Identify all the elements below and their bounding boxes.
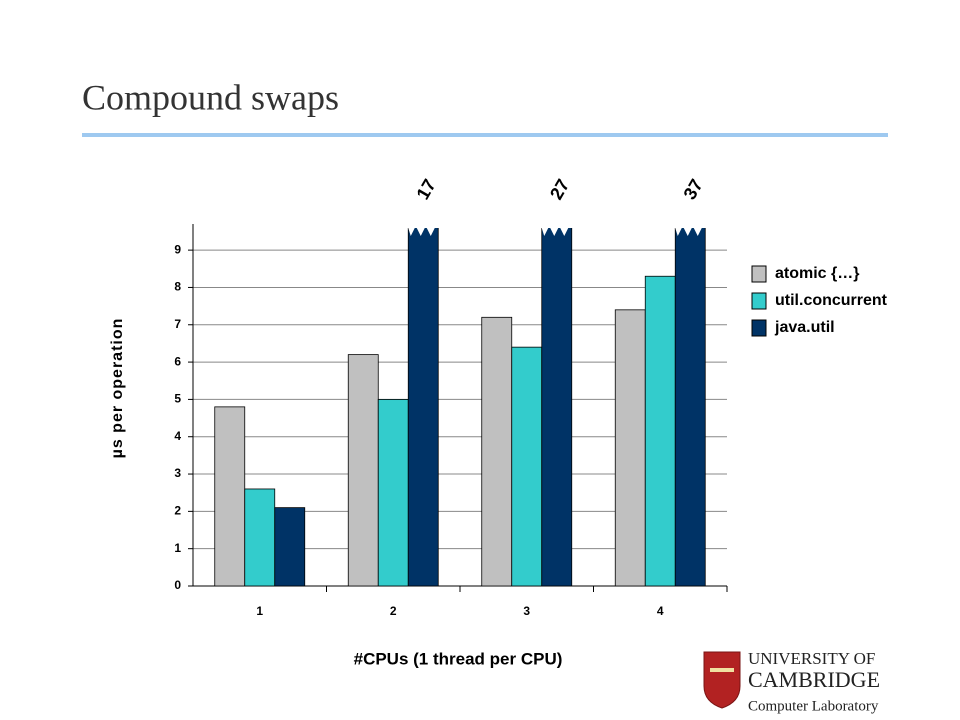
logo-text: Computer Laboratory: [748, 698, 879, 714]
logo-text: CAMBRIDGE: [748, 667, 880, 692]
slide-title: Compound swaps: [82, 77, 339, 117]
legend-label: java.util: [774, 319, 835, 336]
value-label: 17: [412, 176, 439, 203]
bar: [377, 399, 409, 587]
y-tick-label: 2: [174, 504, 181, 518]
break-mark: [541, 222, 572, 236]
x-tick-label: 3: [523, 604, 530, 618]
logo-band: [710, 668, 734, 672]
y-axis-label: µs per operation: [109, 318, 126, 459]
bar: [407, 228, 439, 587]
legend-label: atomic {…}: [775, 265, 859, 282]
logo-text: UNIVERSITY OF: [748, 649, 875, 668]
bar: [614, 309, 646, 587]
break-mark: [675, 222, 706, 236]
y-tick-label: 6: [174, 354, 181, 368]
x-tick-label: 4: [657, 604, 664, 618]
y-tick-label: 0: [174, 578, 181, 592]
logo: UNIVERSITY OF CAMBRIDGE Computer Laborat…: [703, 649, 880, 714]
y-tick-label: 8: [174, 280, 181, 294]
bar: [481, 316, 513, 587]
bar: [674, 228, 706, 587]
legend-swatch: [751, 319, 767, 337]
bar: [274, 507, 306, 587]
value-label: 37: [679, 176, 706, 203]
y-tick-label: 1: [174, 541, 181, 555]
x-tick-label: 1: [256, 604, 263, 618]
bar: [347, 354, 379, 587]
bar: [244, 488, 276, 587]
logo-shield: [703, 651, 741, 709]
x-tick-label: 2: [390, 604, 397, 618]
legend-label: util.concurrent: [775, 292, 888, 309]
legend-swatch: [751, 292, 767, 310]
y-tick-label: 5: [174, 392, 181, 406]
x-axis-label: #CPUs (1 thread per CPU): [354, 649, 563, 668]
bars: [214, 228, 706, 587]
value-label: 27: [546, 176, 573, 203]
y-tick-label: 9: [174, 242, 181, 256]
title-rule: [82, 133, 888, 137]
break-mark: [408, 222, 439, 236]
bar: [214, 406, 246, 587]
bar: [644, 275, 676, 587]
y-tick-label: 4: [174, 429, 181, 443]
legend-swatch: [751, 265, 767, 283]
bar: [511, 346, 543, 587]
bar: [541, 228, 573, 587]
y-tick-label: 7: [174, 317, 181, 331]
y-tick-label: 3: [174, 466, 181, 480]
